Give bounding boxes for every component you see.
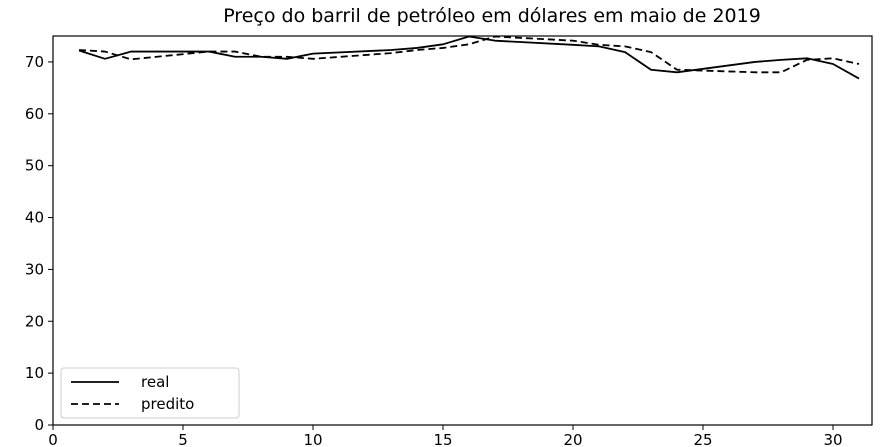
y-tick-label: 40 bbox=[25, 209, 44, 227]
y-tick-label: 0 bbox=[34, 416, 44, 434]
x-tick-label: 5 bbox=[178, 431, 188, 447]
x-tick-label: 10 bbox=[303, 431, 322, 447]
series-layer bbox=[78, 35, 860, 80]
y-tick-label: 10 bbox=[25, 364, 44, 382]
y-tick-label: 20 bbox=[25, 312, 44, 330]
y-tick-label: 70 bbox=[25, 53, 44, 71]
series-line-real bbox=[78, 35, 860, 80]
axes: 0 5 10 15 20 25 30 0 10 20 30 40 50 60 70 bbox=[25, 35, 873, 447]
x-tick-label: 20 bbox=[563, 431, 582, 447]
legend: real predito bbox=[60, 367, 240, 419]
y-tick-label: 50 bbox=[25, 157, 44, 175]
x-tick-label: 25 bbox=[693, 431, 712, 447]
series-line-predito bbox=[78, 35, 860, 74]
legend-label-real: real bbox=[141, 373, 169, 391]
plot-frame bbox=[52, 35, 873, 426]
x-tick-label: 15 bbox=[433, 431, 452, 447]
legend-box bbox=[60, 367, 240, 419]
y-tick-label: 60 bbox=[25, 105, 44, 123]
y-tick-label: 30 bbox=[25, 260, 44, 278]
legend-label-predito: predito bbox=[141, 395, 194, 413]
chart-title: Preço do barril de petróleo em dólares e… bbox=[223, 5, 761, 27]
x-tick-label: 0 bbox=[48, 431, 58, 447]
x-tick-label: 30 bbox=[823, 431, 842, 447]
